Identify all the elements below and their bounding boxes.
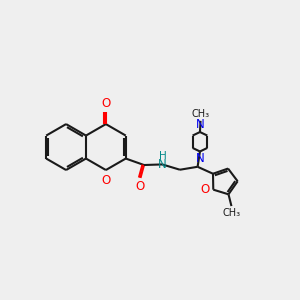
- Text: O: O: [102, 174, 111, 187]
- Text: O: O: [200, 183, 209, 196]
- Text: CH₃: CH₃: [191, 109, 210, 119]
- Text: N: N: [196, 152, 204, 165]
- Text: CH₃: CH₃: [223, 208, 241, 218]
- Text: N: N: [158, 158, 167, 171]
- Text: O: O: [101, 97, 110, 110]
- Text: O: O: [135, 180, 145, 193]
- Text: H: H: [159, 151, 167, 161]
- Text: N: N: [196, 118, 204, 131]
